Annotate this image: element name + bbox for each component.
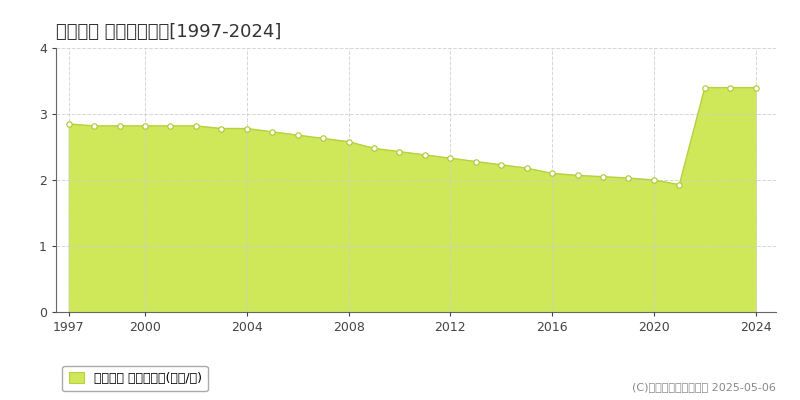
Point [393, 148, 406, 155]
Point [342, 138, 355, 145]
Point [622, 175, 635, 181]
Point [88, 123, 101, 129]
Point [597, 174, 610, 180]
Point [724, 84, 737, 91]
Point [495, 162, 508, 168]
Legend: 基準地価 平均坪単価(万円/坪): 基準地価 平均坪単価(万円/坪) [62, 366, 208, 391]
Point [647, 177, 660, 183]
Point [520, 165, 533, 171]
Point [164, 123, 177, 129]
Point [698, 84, 711, 91]
Point [291, 132, 304, 138]
Point [444, 155, 457, 162]
Point [241, 125, 254, 132]
Point [418, 152, 431, 158]
Text: (C)土地価格ドットコム 2025-05-06: (C)土地価格ドットコム 2025-05-06 [632, 382, 776, 392]
Point [190, 123, 202, 129]
Point [368, 145, 381, 152]
Point [571, 172, 584, 178]
Point [62, 121, 75, 127]
Point [546, 170, 558, 177]
Point [114, 123, 126, 129]
Point [750, 84, 762, 91]
Point [215, 125, 228, 132]
Point [266, 129, 278, 135]
Text: 五ヶ瀬町 基準地価推移[1997-2024]: 五ヶ瀬町 基準地価推移[1997-2024] [56, 23, 282, 41]
Point [673, 182, 686, 188]
Point [138, 123, 151, 129]
Point [470, 158, 482, 165]
Point [317, 135, 330, 142]
